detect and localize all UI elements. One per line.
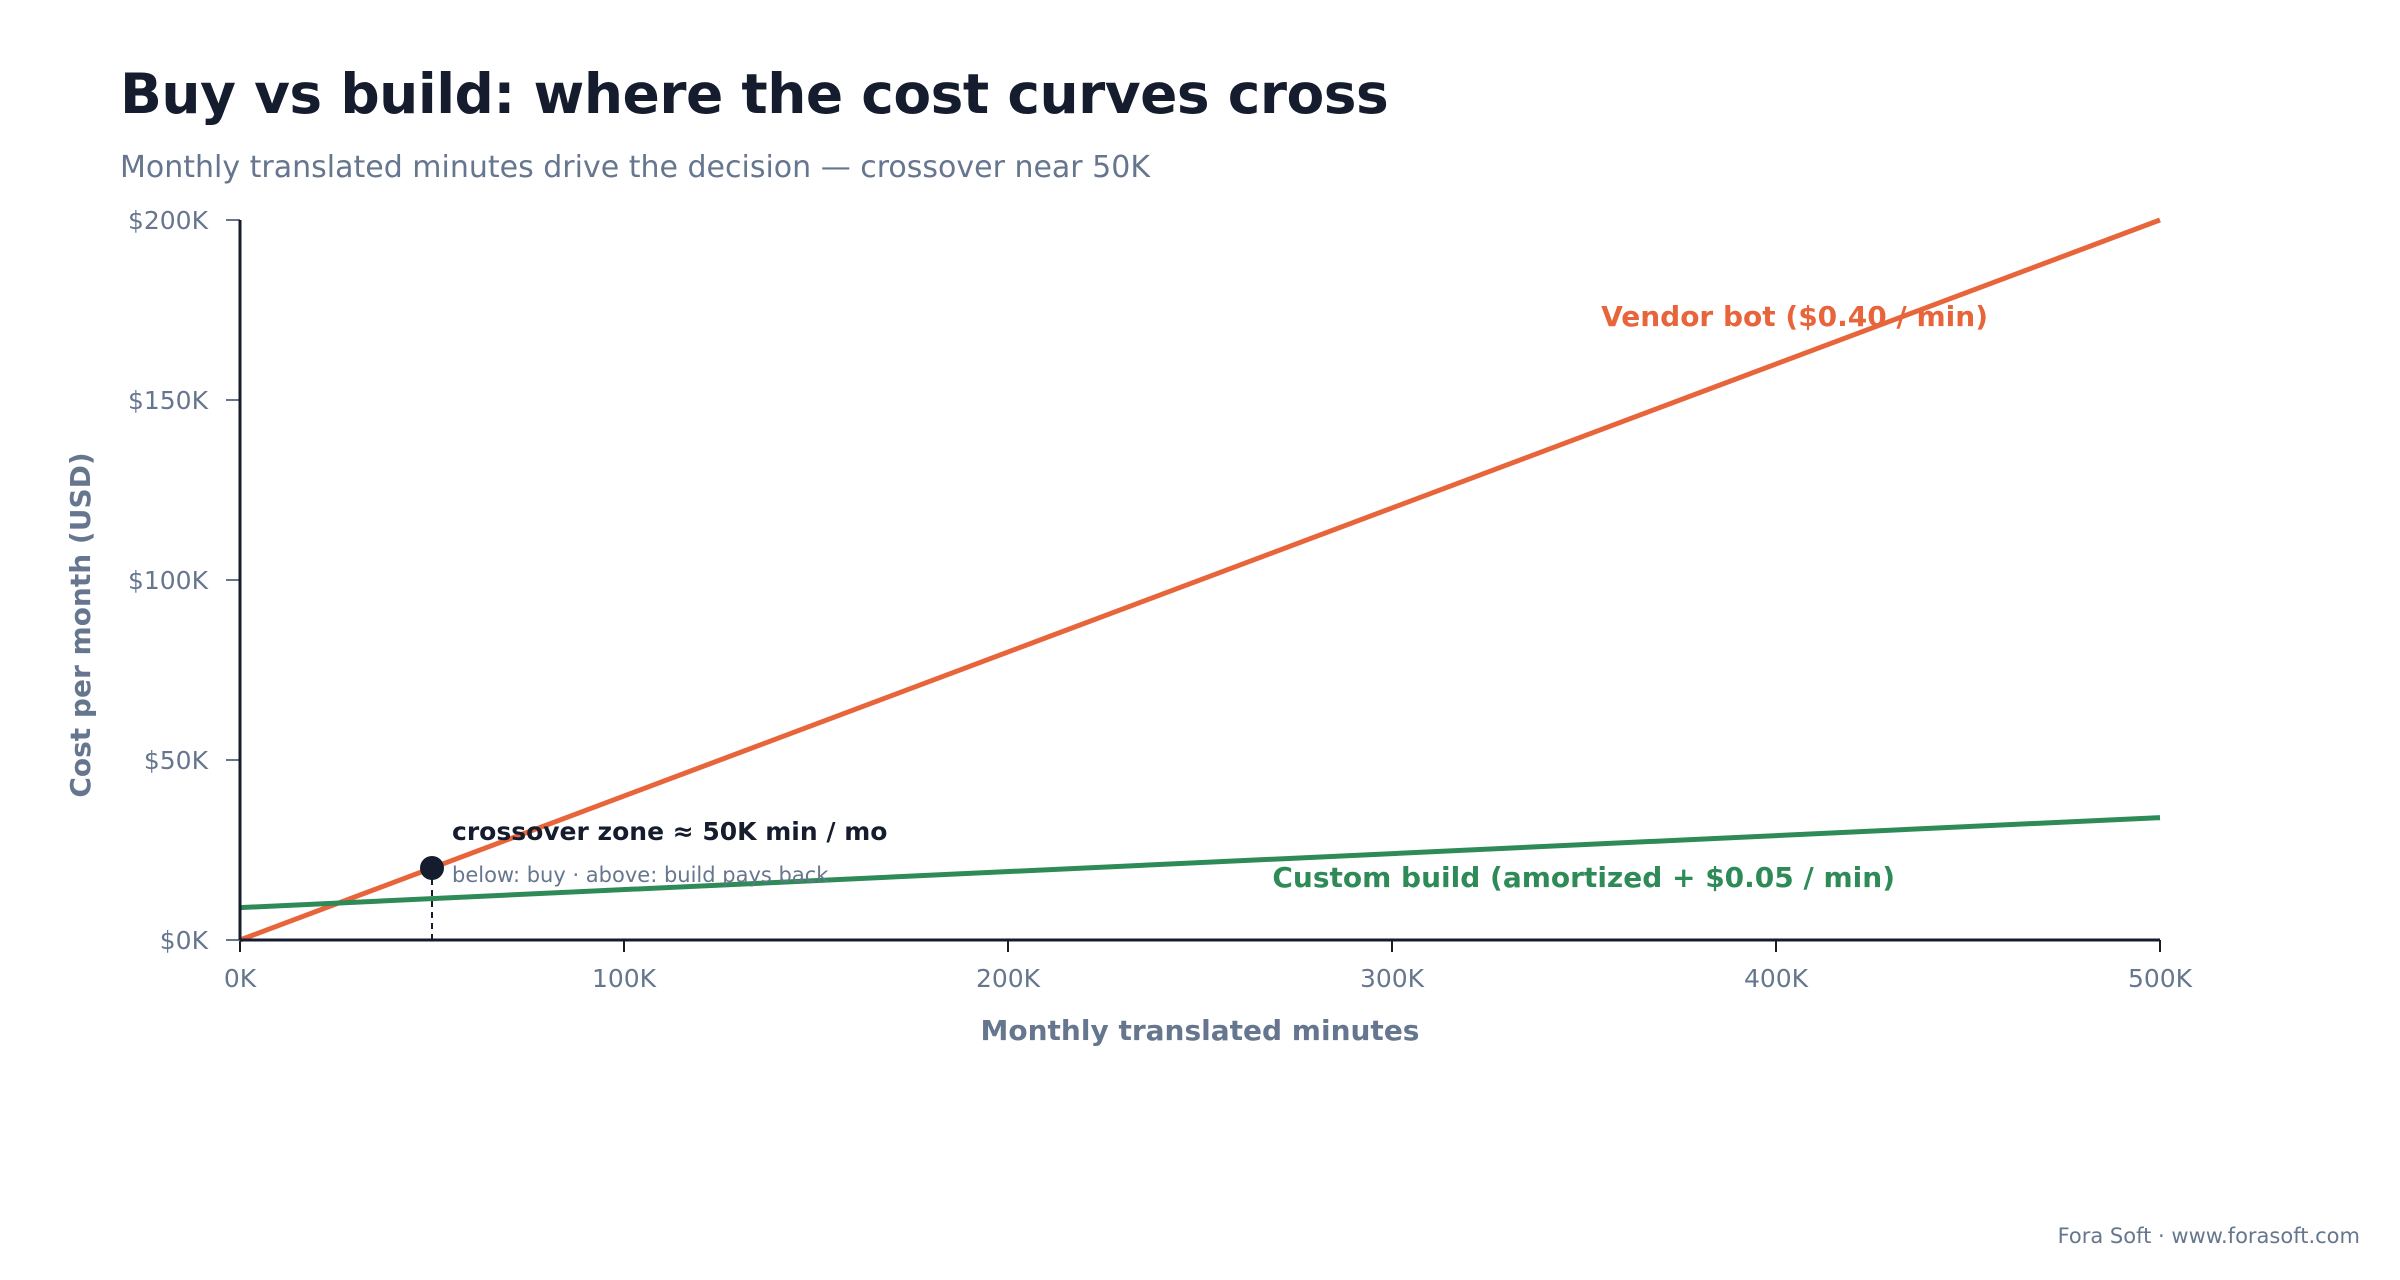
series-labels: Vendor bot ($0.40 / min) Custom build (am… — [1272, 300, 1988, 894]
x-tick-label: 500K — [2128, 964, 2193, 993]
x-tick-label: 100K — [592, 964, 657, 993]
x-tick-label: 400K — [1744, 964, 1809, 993]
x-tick-label: 0K — [224, 964, 257, 993]
custom-build-label: Custom build (amortized + $0.05 / min) — [1272, 861, 1895, 894]
y-tick-label: $0K — [160, 926, 209, 955]
crossover-subtitle: below: buy · above: build pays back — [452, 863, 829, 887]
x-tick-label: 200K — [976, 964, 1041, 993]
y-axis-title: Cost per month (USD) — [64, 452, 97, 797]
crossover-annotation: crossover zone ≈ 50K min / mo below: buy … — [420, 817, 887, 940]
crossover-title: crossover zone ≈ 50K min / mo — [452, 817, 887, 846]
y-tick-label: $100K — [128, 566, 209, 595]
x-tick-label: 300K — [1360, 964, 1425, 993]
footer-credit: Fora Soft · www.forasoft.com — [2057, 1224, 2360, 1248]
chart-subtitle: Monthly translated minutes drive the dec… — [120, 150, 1151, 185]
y-tick-label: $200K — [128, 206, 209, 235]
y-tick-label: $50K — [144, 746, 209, 775]
series-lines — [239, 217, 2161, 943]
x-axis-title: Monthly translated minutes — [981, 1014, 1420, 1047]
crossover-point — [420, 856, 444, 880]
custom-build-line — [239, 815, 2161, 911]
chart-title: Buy vs build: where the cost curves cros… — [120, 62, 1389, 126]
y-axis-ticks: $0K $50K $100K $150K $200K — [128, 206, 240, 955]
vendor-bot-label: Vendor bot ($0.40 / min) — [1601, 300, 1988, 333]
y-tick-label: $150K — [128, 386, 209, 415]
x-axis-ticks: 0K 100K 200K 300K 400K 500K — [224, 940, 2193, 993]
vendor-bot-line — [239, 217, 2161, 943]
